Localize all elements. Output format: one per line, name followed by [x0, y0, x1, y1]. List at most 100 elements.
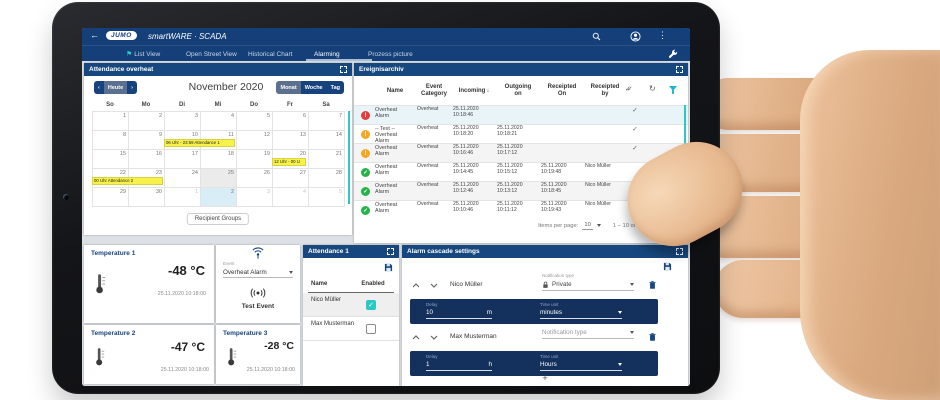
jumo-logo: JUMO: [106, 31, 137, 40]
calendar-day-cell[interactable]: 5: [309, 188, 345, 207]
calendar-day-cell[interactable]: 30: [129, 188, 165, 207]
move-up-icon[interactable]: [412, 283, 420, 288]
expand-icon[interactable]: [387, 248, 394, 255]
notification-type-select[interactable]: Notification type Private: [542, 273, 634, 295]
tab-alarming[interactable]: Alarming: [314, 46, 340, 62]
thermometer-icon: [226, 347, 238, 367]
tablet-screen: ← JUMO smartWARE · SCADA ⋮ ⚑ List View: [82, 28, 690, 386]
calendar-day-cell[interactable]: 1: [165, 188, 201, 207]
delete-icon[interactable]: [648, 280, 657, 290]
tab-open-street-view[interactable]: Open Street View: [186, 46, 237, 62]
search-icon[interactable]: [592, 32, 601, 41]
time-unit-select[interactable]: Time unit minutes: [540, 302, 622, 319]
calendar-day-cell[interactable]: 14: [309, 131, 345, 150]
calendar-day-cell[interactable]: 24: [165, 169, 201, 188]
calendar-day-cell[interactable]: 21: [309, 150, 345, 169]
calendar-day-cell[interactable]: 4: [201, 112, 237, 131]
overflow-menu-icon[interactable]: ⋮: [658, 30, 667, 40]
recipient-groups-button[interactable]: Recipient Groups: [186, 213, 250, 225]
calendar-event[interactable]: 06 Uhr - 23:59 Attendance 1: [164, 139, 235, 147]
calendar-day-cell[interactable]: 4: [273, 188, 309, 207]
calendar-day-header: Sa: [322, 102, 330, 108]
calendar-day-cell[interactable]: 12: [237, 131, 273, 150]
calendar-event[interactable]: 00 Uhr Attendance 2: [92, 177, 163, 185]
calendar-next-button[interactable]: ›: [127, 81, 137, 94]
test-event-button[interactable]: Test Event: [241, 303, 275, 310]
calendar-day-cell[interactable]: 28: [309, 169, 345, 188]
delay-field[interactable]: Delay 1 h: [426, 354, 492, 371]
calendar-month-title: November 2020: [188, 81, 264, 93]
event-row[interactable]: Overheat Alarm Overheat 25.11.2020 10:18…: [354, 105, 688, 124]
move-down-icon[interactable]: [430, 335, 438, 340]
calendar-day-cell[interactable]: 7: [309, 112, 345, 131]
tab-list-view[interactable]: ⚑ List View: [126, 46, 160, 62]
calendar-day-cell[interactable]: 8: [93, 131, 129, 150]
calendar-day-cell[interactable]: 3: [237, 188, 273, 207]
calendar-view-week-button[interactable]: Woche: [300, 81, 327, 94]
event-select[interactable]: Overheat Alarm: [223, 267, 293, 278]
wrench-icon[interactable]: [668, 49, 678, 59]
refresh-icon[interactable]: ↻: [649, 84, 656, 93]
expand-icon[interactable]: [676, 248, 683, 255]
panel-header: Alarm cascade settings: [402, 245, 688, 258]
save-icon[interactable]: [663, 262, 672, 271]
calendar-day-cell[interactable]: 15: [93, 150, 129, 169]
calendar-event[interactable]: 12 Uhr - 00 U: [272, 158, 306, 166]
calendar-day-cell[interactable]: 19: [237, 150, 273, 169]
calendar-day-cell[interactable]: 18: [201, 150, 237, 169]
calendar-scrollbar[interactable]: [348, 111, 350, 204]
notification-type-select[interactable]: Notification type: [542, 325, 634, 347]
event-row[interactable]: Overheat Alarm Overheat 25.11.2020 10:16…: [354, 143, 688, 162]
flag-icon: ⚑: [126, 51, 133, 58]
calendar-day-cell[interactable]: 17: [165, 150, 201, 169]
column-header-incoming[interactable]: Incoming ↓: [453, 79, 495, 103]
back-arrow-icon[interactable]: ←: [90, 30, 99, 40]
move-up-icon[interactable]: [412, 335, 420, 340]
calendar-day-cell[interactable]: 3: [165, 112, 201, 131]
panel-temperature-3: Temperature 3 -28 °C 25.11.2020 10:18:00: [216, 325, 300, 384]
event-row[interactable]: Overheat Alarm Overheat 25.11.2020 10:14…: [354, 162, 688, 181]
delete-icon[interactable]: [648, 332, 657, 342]
calendar-day-cell[interactable]: 29: [93, 188, 129, 207]
calendar-view-day-button[interactable]: Tag: [326, 81, 344, 94]
calendar-view-month-button[interactable]: Monat: [276, 81, 301, 94]
save-icon[interactable]: [384, 263, 393, 272]
calendar-day-cell[interactable]: 1: [93, 112, 129, 131]
filter-icon[interactable]: [669, 86, 677, 94]
calendar-prev-button[interactable]: ‹: [94, 81, 104, 94]
calendar-day-cell[interactable]: 6: [273, 112, 309, 131]
calendar-day-cell[interactable]: 9: [129, 131, 165, 150]
calendar-day-cell[interactable]: 26: [237, 169, 273, 188]
calendar-day-cell[interactable]: 2: [201, 188, 237, 207]
calendar-day-cell[interactable]: 27: [273, 169, 309, 188]
account-icon[interactable]: [630, 31, 641, 42]
calendar-day-cell[interactable]: 2: [129, 112, 165, 131]
expand-icon[interactable]: [340, 66, 347, 73]
time-unit-select[interactable]: Time unit Hours: [540, 354, 622, 371]
calendar-day-cell[interactable]: 25: [201, 169, 237, 188]
tab-historical-chart[interactable]: Historical Chart: [248, 46, 292, 62]
calendar-day-cell[interactable]: 13: [273, 131, 309, 150]
calendar-day-cell[interactable]: 23: [129, 169, 165, 188]
items-per-page-select[interactable]: 10: [582, 221, 593, 230]
attendance-name: Max Musterman: [311, 321, 355, 327]
tab-process-picture[interactable]: Prozess picture: [368, 46, 413, 62]
event-outgoing: 25.11.2020 10:15:12: [497, 163, 523, 175]
calendar-today-button[interactable]: Heute: [103, 81, 128, 94]
event-row[interactable]: Overheat Alarm Overheat 25.11.2020 10:12…: [354, 181, 688, 200]
calendar-day-cell[interactable]: 16: [129, 150, 165, 169]
event-row[interactable]: -- Test -- Overheat Alarm Overheat 25.11…: [354, 124, 688, 144]
add-cascade-button[interactable]: +: [542, 373, 548, 383]
calendar-day-cell[interactable]: 11: [201, 131, 237, 150]
enabled-checkbox[interactable]: ✓: [366, 300, 376, 310]
move-down-icon[interactable]: [430, 283, 438, 288]
acknowledge-all-icon[interactable]: ✓✓: [625, 85, 633, 93]
enabled-checkbox[interactable]: [366, 324, 376, 334]
expand-icon[interactable]: [676, 66, 683, 73]
event-outgoing: 25.11.2020 10:11:12: [497, 201, 523, 213]
calendar-day-cell[interactable]: 20: [273, 150, 309, 169]
delay-field[interactable]: Delay 10 m: [426, 302, 492, 319]
calendar-day-cell[interactable]: 5: [237, 112, 273, 131]
event-row[interactable]: Overheat Alarm Overheat 25.11.2020 10:10…: [354, 200, 688, 219]
